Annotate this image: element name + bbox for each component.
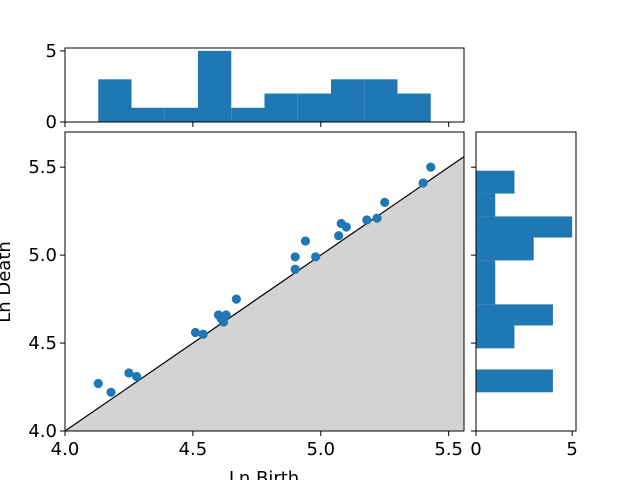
right-histogram-bar-0	[476, 369, 553, 393]
x-tick-label: 4.5	[179, 439, 208, 460]
y-tick-label: 4.0	[28, 421, 57, 442]
scatter-point-22	[426, 162, 436, 172]
scatter-point-17	[341, 222, 351, 232]
top-histogram-bar-5	[264, 93, 298, 122]
scatter-point-11	[290, 252, 300, 262]
y-tick-label: 4.5	[28, 333, 57, 354]
top-histogram-bar-9	[397, 93, 431, 122]
right-histogram-bar-7	[476, 216, 573, 238]
right-histogram-bar-8	[476, 193, 496, 217]
x-axis-label: Ln Birth	[229, 468, 299, 480]
scatter-point-3	[132, 371, 142, 382]
top-histogram-y-tick-label: 0	[46, 112, 57, 133]
diagonal-line	[65, 156, 464, 431]
top-histogram-bar-0	[98, 79, 132, 122]
scatter-point-8	[218, 317, 229, 327]
top-histogram-y-tick-label: 5	[46, 41, 57, 62]
scatter-point-21	[418, 178, 428, 188]
scatter-point-14	[311, 252, 321, 262]
right-histogram-bar-4	[476, 281, 496, 305]
scatter-point-10	[231, 294, 241, 304]
right-histogram-bar-6	[476, 237, 534, 261]
top-histogram-bar-4	[231, 107, 265, 122]
main-scatter-panel: 4.0 4.5 5.0 5.5 4.0 4.5 5.0 5.5	[28, 131, 465, 460]
scatter-point-5	[198, 329, 208, 339]
scatter-point-4	[190, 327, 201, 338]
x-tick-label: 4.0	[51, 439, 80, 460]
right-histogram-bar-5	[476, 260, 496, 282]
y-axis-label: Ln Death	[0, 241, 15, 323]
scatter-point-13	[300, 236, 311, 246]
scatter-point-2	[124, 368, 134, 378]
top-histogram-bar-8	[364, 79, 398, 122]
top-histogram-frame	[64, 47, 465, 123]
y-tick-label: 5.0	[28, 245, 57, 266]
right-histogram-bar-9	[476, 170, 515, 194]
scatter-point-1	[106, 387, 116, 397]
top-histogram-bar-7	[331, 79, 365, 122]
right-histogram-bar-2	[476, 325, 515, 349]
right-histogram-frame	[475, 131, 577, 432]
scatter-point-15	[334, 231, 344, 241]
top-histogram-bar-3	[198, 50, 232, 122]
scatter-point-0	[93, 378, 103, 389]
top-histogram-bar-6	[297, 93, 331, 122]
scatter-point-12	[290, 264, 300, 274]
top-histogram-bar-1	[131, 107, 165, 122]
right-histogram-x-tick-label: 5	[566, 439, 577, 460]
right-histogram-bar-3	[476, 304, 553, 326]
right-histogram-x-tick-label: 0	[470, 439, 481, 460]
top-histogram-panel: 05	[46, 41, 465, 133]
top-histogram-bar-2	[164, 107, 198, 122]
x-tick-label: 5.0	[306, 439, 335, 460]
scatter-point-19	[372, 213, 382, 223]
scatter-point-9	[221, 310, 231, 320]
y-tick-label: 5.5	[28, 157, 57, 178]
scatter-point-18	[362, 215, 372, 225]
scatter-point-20	[380, 197, 390, 207]
x-tick-label: 5.5	[434, 439, 463, 460]
main-axes-frame	[64, 131, 465, 432]
